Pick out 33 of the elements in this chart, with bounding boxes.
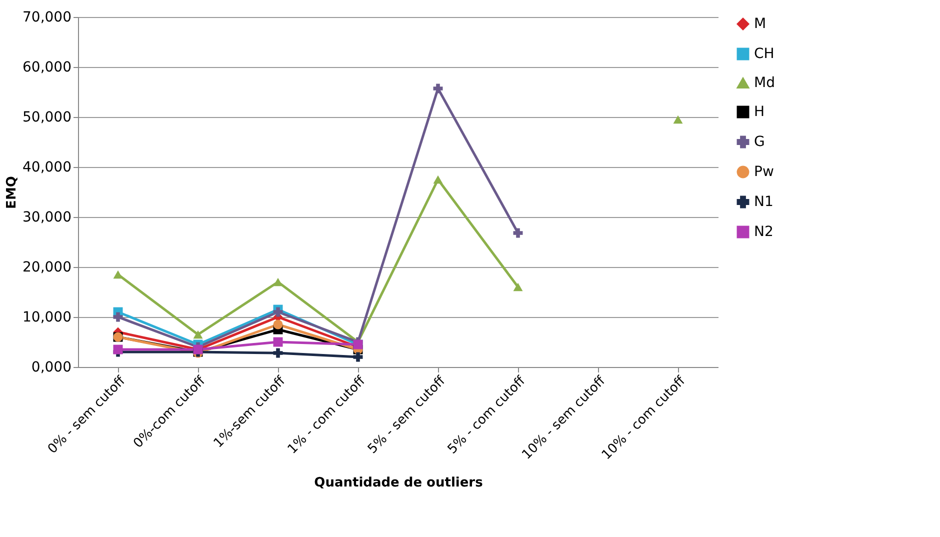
y-tick-label: 60,000	[22, 60, 72, 76]
y-tick-label: 30,000	[22, 210, 72, 226]
point	[433, 84, 443, 94]
legend-label: Md	[754, 75, 775, 91]
x-axis-title: Quantidade de outliers	[314, 475, 484, 490]
point	[273, 337, 283, 347]
point	[513, 282, 523, 292]
point	[673, 115, 683, 124]
y-tick-label: 10,000	[22, 310, 72, 326]
legend-label: H	[754, 104, 765, 120]
y-tick-label: 0,000	[31, 360, 72, 376]
y-tick-label: 40,000	[22, 160, 72, 176]
point	[193, 330, 203, 339]
y-tick-label: 20,000	[22, 260, 72, 276]
legend-label: Pw	[754, 164, 774, 180]
point	[273, 320, 283, 330]
point	[113, 270, 123, 279]
point	[113, 312, 123, 322]
legend-label: M	[754, 16, 766, 32]
legend-label: N2	[754, 224, 774, 240]
y-axis-title: EMQ	[4, 176, 20, 209]
legend-label: CH	[754, 46, 774, 62]
legend-label: G	[754, 134, 765, 150]
point	[273, 307, 283, 317]
point	[113, 344, 123, 354]
y-tick-label: 70,000	[22, 10, 72, 26]
y-tick-label: 50,000	[22, 110, 72, 126]
point	[353, 352, 363, 362]
point	[513, 228, 523, 238]
point	[273, 278, 283, 286]
point	[433, 175, 443, 184]
point	[273, 348, 283, 358]
legend-label: N1	[754, 194, 774, 210]
